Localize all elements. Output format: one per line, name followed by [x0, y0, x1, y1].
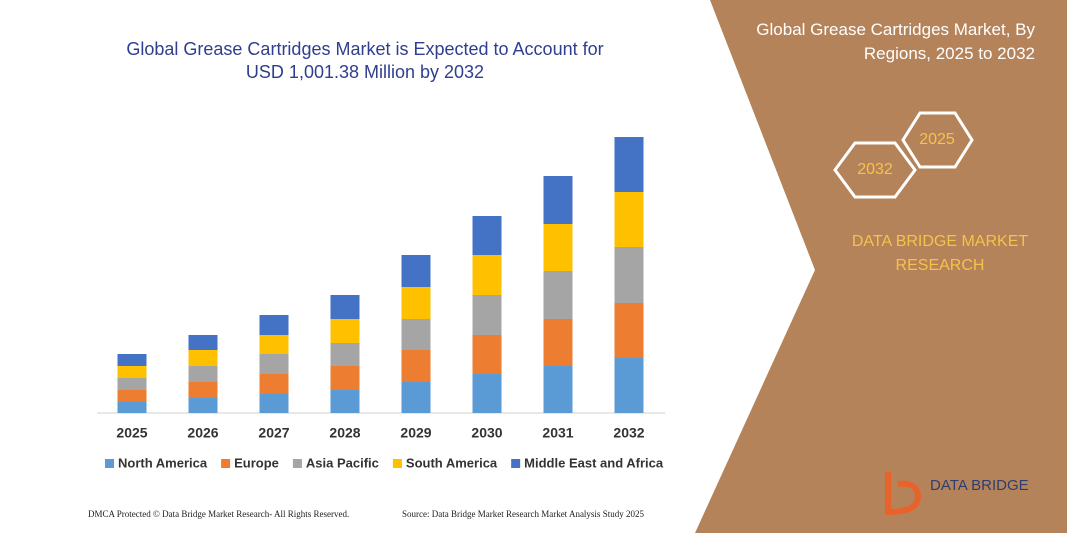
- bar-segment: [401, 382, 431, 413]
- legend-swatch: [221, 459, 231, 468]
- chart-title: Global Grease Cartridges Market is Expec…: [126, 39, 604, 82]
- bar-segment: [472, 374, 502, 413]
- bar-segment: [330, 366, 360, 390]
- bar-segment: [259, 374, 289, 394]
- legend-label: Asia Pacific: [306, 455, 379, 470]
- logo-mark: [885, 472, 922, 516]
- bar-segment: [330, 343, 360, 366]
- x-tick-label: 2030: [471, 425, 502, 441]
- bar-segment: [259, 394, 289, 413]
- footer-right: Source: Data Bridge Market Research Mark…: [402, 509, 644, 519]
- legend-swatch: [292, 459, 302, 468]
- bar-segment: [614, 247, 644, 303]
- x-tick-label: 2025: [116, 425, 147, 441]
- bar-segment: [543, 224, 573, 271]
- bar-segment: [259, 354, 289, 374]
- bar-segment: [188, 398, 218, 413]
- bar-segment: [614, 137, 644, 192]
- bar-segment: [117, 378, 147, 390]
- bar-segment: [614, 192, 644, 247]
- legend-label: Middle East and Africa: [524, 455, 664, 470]
- logo-text: DATA BRIDGE: [930, 477, 1029, 494]
- bar-segment: [401, 319, 431, 350]
- x-tick-label: 2031: [542, 425, 573, 441]
- bar-segment: [401, 350, 431, 382]
- hex-label: 2025: [919, 131, 955, 148]
- bar-segment: [543, 271, 573, 319]
- bar-segment: [117, 402, 147, 413]
- legend-swatch: [511, 459, 521, 468]
- bar-segment: [614, 303, 644, 358]
- x-tick-label: 2028: [329, 425, 360, 441]
- footer-left: DMCA Protected © Data Bridge Market Rese…: [88, 509, 350, 519]
- bar-segment: [330, 295, 360, 319]
- legend-swatch: [392, 459, 402, 468]
- hexagon: [901, 111, 974, 169]
- bar-segment: [259, 335, 289, 354]
- bar-segment: [330, 390, 360, 413]
- x-tick-label: 2032: [613, 425, 644, 441]
- bar-segment: [117, 354, 147, 366]
- bar-segment: [472, 216, 502, 255]
- x-tick-label: 2027: [258, 425, 289, 441]
- bar-segment: [330, 319, 360, 343]
- x-tick-label: 2029: [400, 425, 431, 441]
- bar-segment: [188, 382, 218, 398]
- bar-segment: [259, 315, 289, 335]
- bar-segment: [401, 287, 431, 319]
- side-panel: [695, 0, 1067, 533]
- bar-segment: [543, 319, 573, 366]
- hexagon: [833, 141, 917, 199]
- brand-text: DATA BRIDGE MARKET RESEARCH: [851, 233, 1029, 274]
- bar-segment: [472, 295, 502, 335]
- legend-label: North America: [118, 455, 208, 470]
- bar-segment: [472, 335, 502, 374]
- legend-label: Europe: [234, 455, 279, 470]
- bar-segment: [614, 358, 644, 413]
- bar-segment: [472, 255, 502, 295]
- bar-segment: [543, 366, 573, 413]
- bar-segment: [188, 366, 218, 382]
- bar-segment: [188, 350, 218, 366]
- bar-segment: [117, 366, 147, 378]
- bar-segment: [117, 390, 147, 402]
- legend-swatch: [105, 459, 114, 468]
- x-tick-label: 2026: [187, 425, 218, 441]
- hex-label: 2032: [857, 161, 893, 178]
- bar-segment: [543, 176, 573, 224]
- bar-segment: [188, 335, 218, 350]
- legend-label: South America: [406, 455, 498, 470]
- bar-segment: [401, 255, 431, 287]
- panel-title: Global Grease Cartridges Market, By Regi…: [756, 20, 1035, 63]
